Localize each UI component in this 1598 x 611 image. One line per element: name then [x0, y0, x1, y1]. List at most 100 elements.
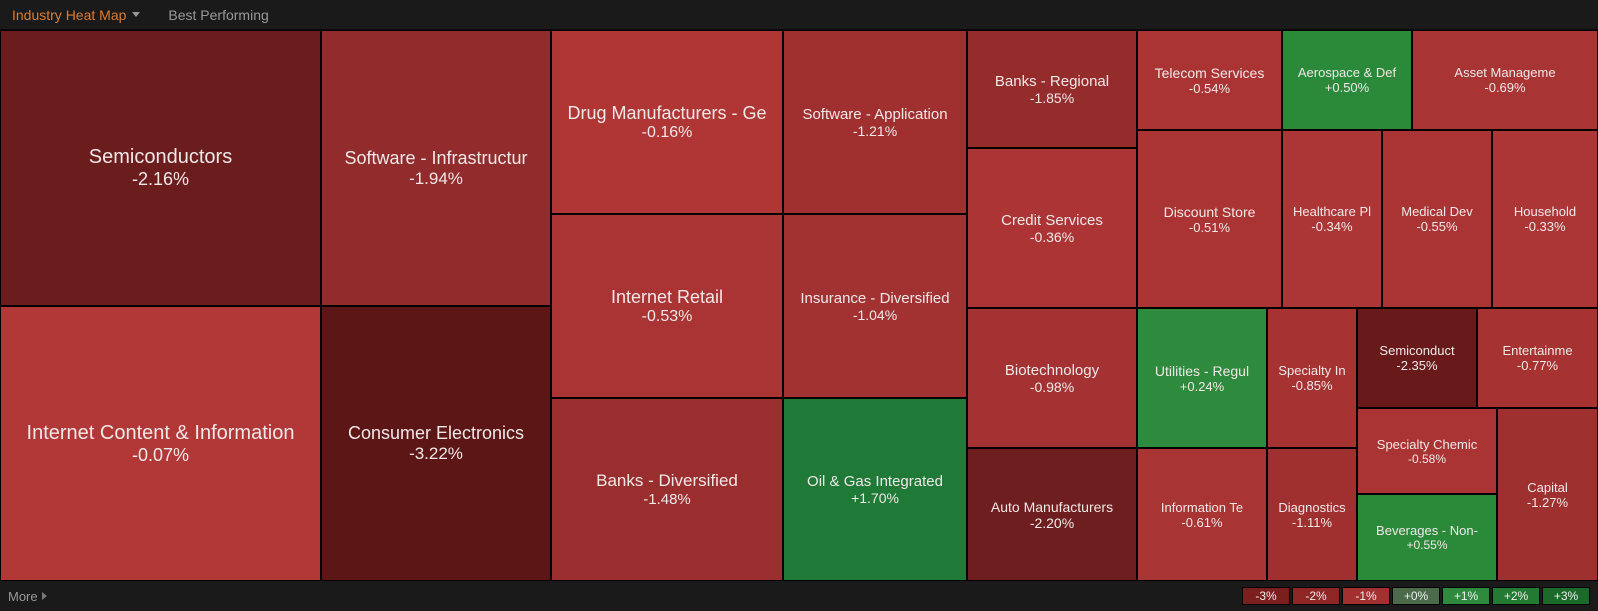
treemap-cell[interactable]: Drug Manufacturers - Ge-0.16%: [551, 30, 783, 214]
legend-swatch: +1%: [1442, 587, 1490, 605]
cell-value: +0.24%: [1180, 379, 1224, 394]
cell-value: -1.21%: [853, 123, 897, 139]
tab-label: Best Performing: [168, 7, 268, 23]
treemap-cell[interactable]: Internet Retail-0.53%: [551, 214, 783, 398]
cell-value: -1.11%: [1292, 515, 1332, 530]
more-link[interactable]: More: [8, 589, 47, 604]
cell-label: Telecom Services: [1155, 65, 1265, 81]
cell-label: Asset Manageme: [1454, 65, 1555, 80]
treemap-cell[interactable]: Auto Manufacturers-2.20%: [967, 448, 1137, 581]
treemap-cell[interactable]: Biotechnology-0.98%: [967, 308, 1137, 448]
cell-label: Credit Services: [1001, 212, 1103, 229]
treemap-cell[interactable]: Beverages - Non-+0.55%: [1357, 494, 1497, 581]
cell-value: -0.69%: [1484, 80, 1525, 95]
treemap-cell[interactable]: Internet Content & Information-0.07%: [0, 306, 321, 581]
cell-label: Entertainme: [1502, 343, 1572, 358]
cell-label: Internet Retail: [611, 287, 723, 308]
cell-value: -0.53%: [642, 308, 693, 326]
cell-label: Healthcare Pl: [1293, 204, 1371, 219]
treemap-cell[interactable]: Specialty Chemic-0.58%: [1357, 408, 1497, 494]
treemap-cell[interactable]: Entertainme-0.77%: [1477, 308, 1598, 408]
cell-label: Software - Infrastructur: [344, 148, 527, 169]
cell-value: -1.85%: [1030, 90, 1074, 106]
treemap-cell[interactable]: Software - Infrastructur-1.94%: [321, 30, 551, 306]
color-scale-legend: -3%-2%-1%+0%+1%+2%+3%: [1242, 587, 1590, 605]
cell-label: Insurance - Diversified: [800, 290, 949, 307]
cell-value: -0.54%: [1189, 81, 1230, 96]
cell-value: +1.70%: [851, 490, 899, 506]
treemap-cell[interactable]: Capital-1.27%: [1497, 408, 1598, 581]
treemap-cell[interactable]: Telecom Services-0.54%: [1137, 30, 1282, 130]
cell-label: Beverages - Non-: [1376, 523, 1478, 538]
cell-value: -1.48%: [643, 491, 691, 508]
cell-label: Biotechnology: [1005, 362, 1099, 379]
cell-label: Internet Content & Information: [27, 422, 295, 445]
legend-swatch: -3%: [1242, 587, 1290, 605]
cell-value: -2.35%: [1396, 358, 1437, 373]
chevron-down-icon: [132, 12, 140, 17]
cell-label: Banks - Regional: [995, 73, 1109, 90]
cell-label: Household: [1514, 204, 1576, 219]
cell-value: -0.51%: [1189, 220, 1230, 235]
cell-label: Discount Store: [1164, 204, 1256, 220]
chevron-right-icon: [42, 592, 47, 600]
treemap-cell[interactable]: Insurance - Diversified-1.04%: [783, 214, 967, 398]
cell-label: Drug Manufacturers - Ge: [567, 103, 766, 124]
treemap-cell[interactable]: Semiconduct-2.35%: [1357, 308, 1477, 408]
industry-heatmap-treemap: Semiconductors-2.16%Internet Content & I…: [0, 30, 1598, 581]
treemap-cell[interactable]: Aerospace & Def+0.50%: [1282, 30, 1412, 130]
cell-value: -0.55%: [1416, 219, 1457, 234]
treemap-cell[interactable]: Semiconductors-2.16%: [0, 30, 321, 306]
treemap-cell[interactable]: Software - Application-1.21%: [783, 30, 967, 214]
legend-swatch: +3%: [1542, 587, 1590, 605]
more-label: More: [8, 589, 38, 604]
footer-bar: More -3%-2%-1%+0%+1%+2%+3%: [0, 581, 1598, 611]
cell-label: Semiconduct: [1379, 343, 1454, 358]
treemap-cell[interactable]: Asset Manageme-0.69%: [1412, 30, 1598, 130]
cell-label: Information Te: [1161, 500, 1243, 515]
cell-label: Auto Manufacturers: [991, 499, 1113, 515]
cell-label: Aerospace & Def: [1298, 65, 1396, 80]
cell-value: -2.16%: [132, 169, 189, 190]
cell-value: -0.61%: [1181, 515, 1222, 530]
cell-value: -1.04%: [853, 307, 897, 323]
legend-swatch: -2%: [1292, 587, 1340, 605]
cell-value: -1.27%: [1527, 495, 1568, 510]
legend-swatch: +0%: [1392, 587, 1440, 605]
treemap-cell[interactable]: Banks - Diversified-1.48%: [551, 398, 783, 581]
cell-label: Specialty In: [1278, 363, 1345, 378]
cell-label: Semiconductors: [89, 146, 232, 169]
legend-swatch: -1%: [1342, 587, 1390, 605]
cell-label: Capital: [1527, 480, 1567, 495]
cell-value: -1.94%: [409, 169, 463, 189]
cell-value: -0.16%: [642, 124, 693, 142]
cell-value: -3.22%: [409, 444, 463, 464]
cell-value: -0.98%: [1030, 379, 1074, 395]
cell-label: Diagnostics: [1278, 500, 1345, 515]
treemap-cell[interactable]: Consumer Electronics-3.22%: [321, 306, 551, 581]
treemap-cell[interactable]: Credit Services-0.36%: [967, 148, 1137, 308]
tab-best-performing[interactable]: Best Performing: [168, 7, 268, 23]
treemap-cell[interactable]: Household-0.33%: [1492, 130, 1598, 308]
treemap-cell[interactable]: Medical Dev-0.55%: [1382, 130, 1492, 308]
cell-label: Utilities - Regul: [1155, 363, 1249, 379]
treemap-cell[interactable]: Oil & Gas Integrated+1.70%: [783, 398, 967, 581]
cell-value: -0.34%: [1311, 219, 1352, 234]
treemap-cell[interactable]: Healthcare Pl-0.34%: [1282, 130, 1382, 308]
treemap-cell[interactable]: Diagnostics-1.11%: [1267, 448, 1357, 581]
treemap-cell[interactable]: Banks - Regional-1.85%: [967, 30, 1137, 148]
treemap-cell[interactable]: Utilities - Regul+0.24%: [1137, 308, 1267, 448]
cell-value: +0.55%: [1406, 538, 1447, 552]
cell-label: Specialty Chemic: [1377, 437, 1477, 452]
cell-value: +0.50%: [1325, 80, 1369, 95]
legend-swatch: +2%: [1492, 587, 1540, 605]
cell-value: -0.85%: [1291, 378, 1332, 393]
top-tabs-bar: Industry Heat Map Best Performing: [0, 0, 1598, 30]
treemap-cell[interactable]: Information Te-0.61%: [1137, 448, 1267, 581]
cell-value: -0.77%: [1517, 358, 1558, 373]
treemap-cell[interactable]: Specialty In-0.85%: [1267, 308, 1357, 448]
cell-label: Banks - Diversified: [596, 471, 738, 491]
tab-industry-heat-map[interactable]: Industry Heat Map: [12, 7, 140, 23]
cell-label: Software - Application: [802, 106, 947, 123]
treemap-cell[interactable]: Discount Store-0.51%: [1137, 130, 1282, 308]
